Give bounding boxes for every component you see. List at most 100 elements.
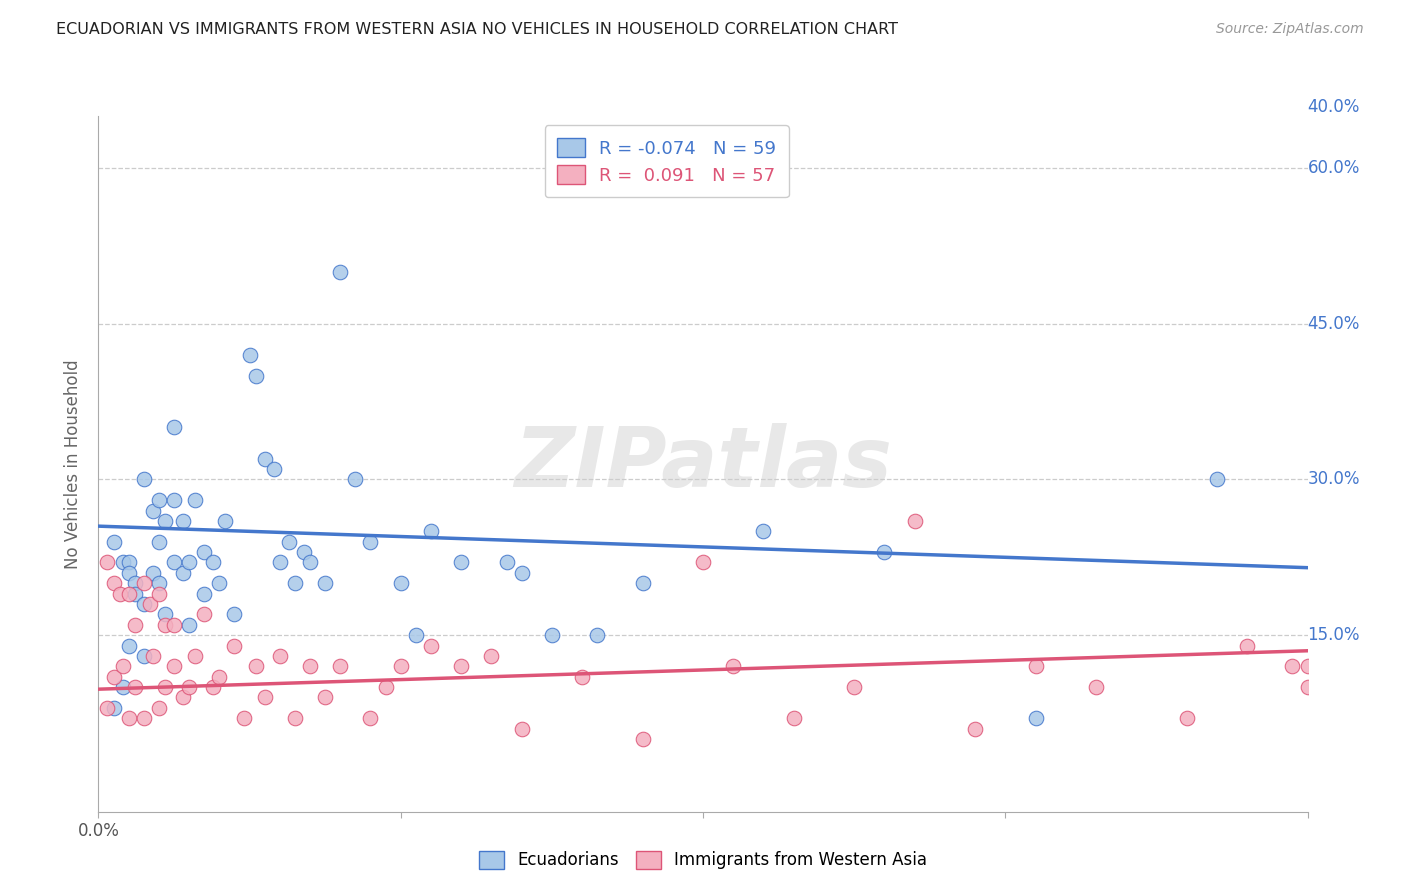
Point [299, 556, 322, 570]
Point [142, 503, 165, 517]
Point [269, 648, 291, 663]
Point [153, 680, 176, 694]
Point [450, 556, 472, 570]
Point [344, 472, 367, 486]
Point [163, 617, 186, 632]
Text: ECUADORIAN VS IMMIGRANTS FROM WESTERN ASIA NO VEHICLES IN HOUSEHOLD CORRELATION : ECUADORIAN VS IMMIGRANTS FROM WESTERN AS… [56, 22, 898, 37]
Point [124, 617, 146, 632]
Point [172, 514, 194, 528]
Point [103, 576, 125, 591]
Point [118, 639, 141, 653]
Text: 30.0%: 30.0% [1308, 470, 1360, 489]
Point [177, 680, 201, 694]
Point [1024, 659, 1046, 673]
Point [184, 648, 207, 663]
Point [193, 545, 215, 559]
Point [586, 628, 609, 642]
Point [118, 556, 141, 570]
Point [153, 514, 176, 528]
Point [1281, 659, 1303, 673]
Point [540, 628, 562, 642]
Point [177, 556, 201, 570]
Point [314, 576, 336, 591]
Point [111, 680, 134, 694]
Point [263, 462, 285, 476]
Point [873, 545, 896, 559]
Point [193, 607, 215, 622]
Point [1024, 711, 1046, 725]
Point [245, 368, 267, 383]
Point [163, 420, 186, 434]
Point [172, 690, 194, 705]
Point [208, 576, 231, 591]
Point [139, 597, 162, 611]
Point [631, 732, 654, 747]
Point [253, 690, 276, 705]
Point [245, 659, 267, 673]
Point [405, 628, 427, 642]
Point [1206, 472, 1229, 486]
Point [224, 639, 246, 653]
Point [419, 524, 441, 539]
Point [389, 659, 412, 673]
Point [118, 711, 141, 725]
Point [239, 348, 262, 362]
Point [1296, 680, 1319, 694]
Text: 60.0%: 60.0% [1308, 159, 1360, 177]
Point [111, 659, 134, 673]
Point [172, 566, 194, 580]
Point [752, 524, 775, 539]
Point [214, 514, 236, 528]
Point [782, 711, 804, 725]
Point [844, 680, 866, 694]
Text: 45.0%: 45.0% [1308, 315, 1360, 333]
Point [360, 534, 382, 549]
Point [148, 576, 170, 591]
Point [284, 711, 307, 725]
Point [132, 648, 155, 663]
Point [132, 597, 155, 611]
Point [142, 566, 165, 580]
Point [510, 722, 533, 736]
Point [153, 607, 176, 622]
Legend: R = -0.074   N = 59, R =  0.091   N = 57: R = -0.074 N = 59, R = 0.091 N = 57 [544, 125, 789, 197]
Point [253, 451, 276, 466]
Point [96, 556, 118, 570]
Point [132, 576, 155, 591]
Point [419, 639, 441, 653]
Point [1296, 659, 1319, 673]
Point [631, 576, 654, 591]
Point [374, 680, 396, 694]
Point [965, 722, 987, 736]
Point [184, 493, 207, 508]
Point [571, 670, 593, 684]
Point [481, 648, 503, 663]
Point [721, 659, 744, 673]
Point [163, 556, 186, 570]
Point [177, 617, 201, 632]
Point [96, 701, 118, 715]
Point [232, 711, 254, 725]
Point [1236, 639, 1258, 653]
Point [360, 711, 382, 725]
Point [329, 659, 352, 673]
Point [111, 556, 134, 570]
Point [692, 556, 714, 570]
Point [450, 659, 472, 673]
Text: 15.0%: 15.0% [1308, 626, 1360, 644]
Point [202, 556, 225, 570]
Point [153, 617, 176, 632]
Point [208, 670, 231, 684]
Point [495, 556, 517, 570]
Point [284, 576, 307, 591]
Point [148, 701, 170, 715]
Y-axis label: No Vehicles in Household: No Vehicles in Household [65, 359, 83, 569]
Point [1085, 680, 1108, 694]
Point [510, 566, 533, 580]
Point [132, 711, 155, 725]
Point [329, 265, 352, 279]
Point [124, 576, 146, 591]
Point [103, 670, 125, 684]
Point [202, 680, 225, 694]
Point [103, 534, 125, 549]
